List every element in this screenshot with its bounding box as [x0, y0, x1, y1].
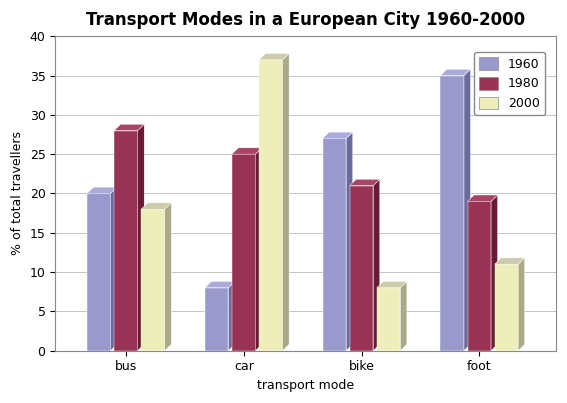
Polygon shape	[141, 209, 165, 351]
Polygon shape	[350, 179, 380, 185]
Polygon shape	[441, 69, 471, 75]
Polygon shape	[350, 185, 373, 351]
Polygon shape	[229, 281, 235, 351]
X-axis label: transport mode: transport mode	[257, 379, 354, 392]
Polygon shape	[373, 179, 380, 351]
Polygon shape	[259, 60, 282, 351]
Polygon shape	[377, 281, 407, 288]
Polygon shape	[111, 187, 117, 351]
Polygon shape	[205, 288, 229, 351]
Polygon shape	[323, 132, 353, 138]
Polygon shape	[441, 75, 464, 351]
Polygon shape	[400, 281, 407, 351]
Polygon shape	[323, 138, 346, 351]
Polygon shape	[491, 195, 498, 351]
Polygon shape	[282, 54, 289, 351]
Polygon shape	[141, 203, 171, 209]
Title: Transport Modes in a European City 1960-2000: Transport Modes in a European City 1960-…	[86, 11, 525, 29]
Polygon shape	[205, 281, 235, 288]
Legend: 1960, 1980, 2000: 1960, 1980, 2000	[474, 52, 545, 115]
Polygon shape	[464, 69, 471, 351]
Polygon shape	[259, 54, 289, 60]
Polygon shape	[87, 187, 117, 193]
Polygon shape	[256, 148, 262, 351]
Polygon shape	[494, 264, 518, 351]
Polygon shape	[494, 258, 524, 264]
Polygon shape	[138, 124, 144, 351]
Polygon shape	[114, 124, 144, 131]
Polygon shape	[165, 203, 171, 351]
Polygon shape	[87, 193, 111, 351]
Polygon shape	[346, 132, 353, 351]
Polygon shape	[114, 131, 138, 351]
Y-axis label: % of total travellers: % of total travellers	[11, 131, 24, 256]
Polygon shape	[232, 148, 262, 154]
Polygon shape	[468, 201, 491, 351]
Polygon shape	[377, 288, 400, 351]
Polygon shape	[468, 195, 498, 201]
Polygon shape	[232, 154, 256, 351]
Polygon shape	[518, 258, 524, 351]
